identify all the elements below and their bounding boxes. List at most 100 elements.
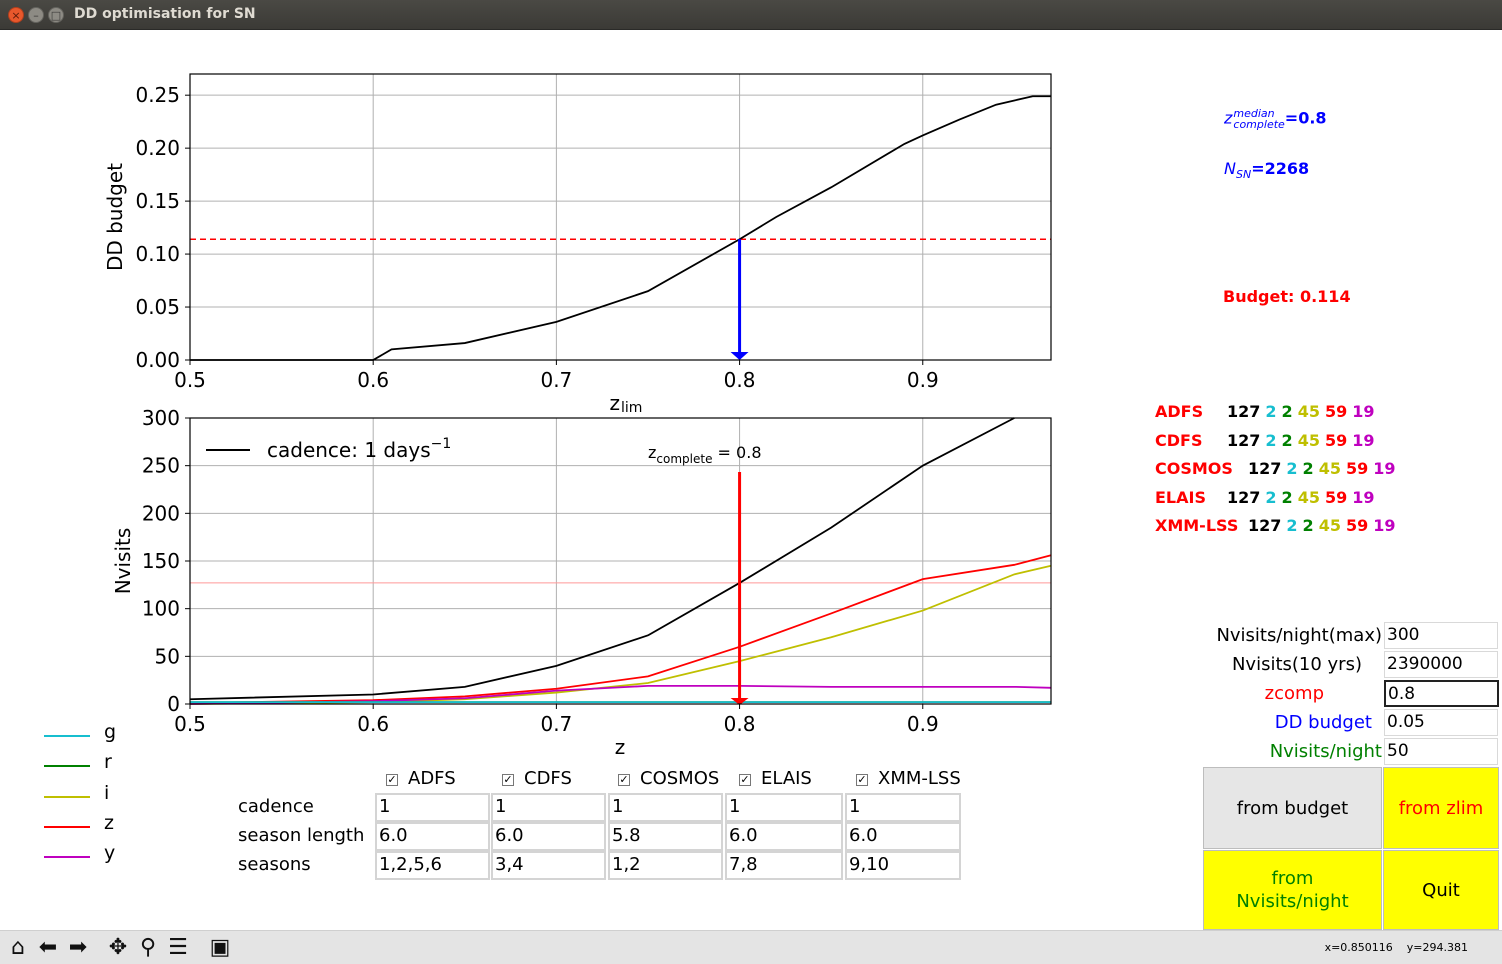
top-chart-ticks: 0.5 0.6 0.7 0.8 0.9 0.00 0.05 0.10 0.15 0.20 0.25 — [135, 83, 938, 392]
zoom-icon[interactable]: ⚲ — [139, 935, 157, 960]
bottom-chart-lines — [189, 417, 1052, 705]
from-zlim-button[interactable]: from zlim — [1383, 767, 1499, 849]
back-arrow-icon[interactable]: ⬅ — [38, 935, 58, 960]
bottom-chart-ytick-label: 100 — [142, 597, 180, 621]
field-table-input-cadence-elais[interactable]: 1 — [725, 793, 843, 822]
field-table-input-cadence-cdfs[interactable]: 1 — [491, 793, 606, 822]
field-summary-band-z: 59 — [1324, 430, 1348, 450]
cursor-x: x=0.850116 — [1324, 941, 1393, 954]
bottom-chart-ticks: 0.5 0.6 0.7 0.8 0.9 0 50 100 150 200 250 300 — [142, 406, 939, 736]
field-summary-nvisits: 127 — [1227, 487, 1261, 507]
nvisits-max-input[interactable]: 300 — [1384, 622, 1498, 649]
from-nvisits-night-button[interactable]: from Nvisits/night — [1203, 850, 1382, 930]
field-table-input-seasons-cosmos[interactable]: 1,2 — [608, 851, 723, 880]
top-chart-arrowhead — [730, 352, 749, 360]
home-icon[interactable]: ⌂ — [11, 935, 25, 960]
field-checkbox-label: CDFS — [524, 768, 572, 789]
field-table-input-cadence-adfs[interactable]: 1 — [375, 793, 490, 822]
field-summary-band-y: 19 — [1352, 430, 1375, 450]
field-checkbox-label: ELAIS — [761, 768, 812, 789]
bottom-chart-xtick-label: 0.5 — [174, 712, 206, 736]
top-chart-xtick-label: 0.8 — [724, 368, 756, 392]
field-table-input-cadence-xmm-lss[interactable]: 1 — [845, 793, 961, 822]
field-summary-band-y: 19 — [1352, 402, 1375, 421]
window-title: DD optimisation for SN — [74, 6, 256, 22]
checkbox-check-icon: ✓ — [502, 773, 514, 786]
bottom-chart-series-0 — [189, 417, 1015, 701]
field-table-input-season-length-xmm-lss[interactable]: 6.0 — [845, 822, 961, 851]
top-chart-xtick-label: 0.5 — [174, 368, 206, 392]
field-checkbox-elais[interactable]: ✓ ELAIS — [739, 768, 812, 789]
field-table-input-season-length-cosmos[interactable]: 5.8 — [608, 822, 723, 851]
band-legend-label-y: y — [104, 842, 116, 865]
pan-icon[interactable]: ✥ — [108, 935, 128, 960]
field-checkbox-xmm-lss[interactable]: ✓ XMM-LSS — [856, 768, 961, 789]
field-summary-band-g: 2 — [1286, 516, 1298, 536]
bottom-chart-xtick-label: 0.9 — [907, 712, 939, 736]
bottom-chart-ytick-label: 250 — [142, 454, 180, 478]
from-budget-button[interactable]: from budget — [1203, 767, 1382, 849]
maximize-window-button[interactable]: □ — [48, 7, 64, 23]
bottom-chart-xtick-label: 0.8 — [724, 712, 756, 736]
field-summary-band-i: 45 — [1318, 459, 1341, 479]
forward-arrow-icon[interactable]: ➡ — [68, 935, 88, 960]
field-table-input-seasons-adfs[interactable]: 1,2,5,6 — [375, 851, 490, 880]
band-legend-swatch-z — [44, 825, 90, 828]
field-summary-band-y: 19 — [1373, 516, 1396, 536]
nvisits-night-input[interactable]: 50 — [1384, 738, 1498, 765]
field-summary-band-r: 2 — [1302, 516, 1314, 536]
nsn-text: NSN=2268 — [1224, 159, 1310, 181]
bottom-chart-ylabel: Nvisits — [111, 528, 135, 595]
top-chart-ylabel: DD budget — [103, 163, 127, 271]
field-summary-band-r: 2 — [1281, 430, 1293, 450]
field-checkbox-label: ADFS — [408, 768, 456, 789]
field-table-row-label: season length — [238, 825, 365, 846]
field-checkbox-cdfs[interactable]: ✓ CDFS — [502, 768, 572, 789]
close-window-button[interactable]: × — [8, 7, 24, 23]
checkbox-check-icon: ✓ — [618, 773, 630, 786]
bottom-chart-xtick-label: 0.7 — [540, 712, 572, 736]
dd-budget-label: DD budget — [1274, 712, 1372, 733]
title-bar: × – □ DD optimisation for SN — [0, 0, 1502, 30]
field-summary-row: ELAIS 127 2 2 45 59 19 — [1155, 488, 1379, 507]
top-chart-series-0 — [190, 95, 1051, 361]
field-table-input-season-length-cdfs[interactable]: 6.0 — [491, 822, 606, 851]
field-table-input-seasons-cdfs[interactable]: 3,4 — [491, 851, 606, 880]
top-chart-grid — [189, 74, 1051, 361]
zcomp-input[interactable]: 0.8 — [1384, 680, 1499, 707]
bottom-chart-xlabel: z — [615, 735, 626, 759]
bottom-chart-ytick-label: 50 — [155, 644, 180, 668]
field-summary-name: COSMOS — [1155, 459, 1233, 479]
field-summary-band-z: 59 — [1345, 459, 1369, 479]
bottom-chart-ytick-label: 200 — [142, 501, 180, 525]
field-checkbox-adfs[interactable]: ✓ ADFS — [386, 768, 456, 789]
field-summary-band-y: 19 — [1352, 487, 1375, 507]
field-summary-nvisits: 127 — [1227, 402, 1261, 421]
field-summary-band-y: 19 — [1373, 459, 1396, 479]
bottom-chart-xtick-label: 0.6 — [357, 712, 389, 736]
field-table-input-season-length-elais[interactable]: 6.0 — [725, 822, 843, 851]
field-table-input-seasons-xmm-lss[interactable]: 9,10 — [845, 851, 961, 880]
field-summary-band-g: 2 — [1265, 430, 1277, 450]
band-legend-swatch-r — [44, 765, 90, 768]
field-summary-band-z: 59 — [1345, 516, 1369, 536]
field-table-input-season-length-adfs[interactable]: 6.0 — [375, 822, 490, 851]
band-legend-label-i: i — [104, 781, 110, 804]
field-summary-row: XMM-LSS 127 2 2 45 59 19 — [1155, 516, 1400, 535]
field-table-input-seasons-elais[interactable]: 7,8 — [725, 851, 843, 880]
field-summary-band-g: 2 — [1265, 402, 1277, 421]
plot-canvas[interactable]: 0.5 0.6 0.7 0.8 0.90.000.050.100.150.200.25 … — [0, 30, 1502, 930]
quit-button[interactable]: Quit — [1383, 850, 1499, 930]
top-chart-ytick-label: 0.00 — [135, 348, 180, 372]
field-checkbox-cosmos[interactable]: ✓ COSMOS — [618, 768, 719, 789]
field-table-input-cadence-cosmos[interactable]: 1 — [608, 793, 723, 822]
dd-budget-input[interactable]: 0.05 — [1384, 709, 1498, 736]
checkbox-check-icon: ✓ — [386, 773, 398, 786]
configure-subplots-icon[interactable]: ☰ — [168, 935, 188, 960]
field-summary-band-i: 45 — [1297, 402, 1320, 421]
nvisits-10yrs-input[interactable]: 2390000 — [1384, 651, 1498, 678]
band-legend-swatch-i — [44, 795, 90, 798]
save-icon[interactable]: ▣ — [209, 935, 231, 960]
minimize-window-button[interactable]: – — [28, 7, 44, 23]
top-chart-ytick-label: 0.05 — [135, 295, 180, 319]
